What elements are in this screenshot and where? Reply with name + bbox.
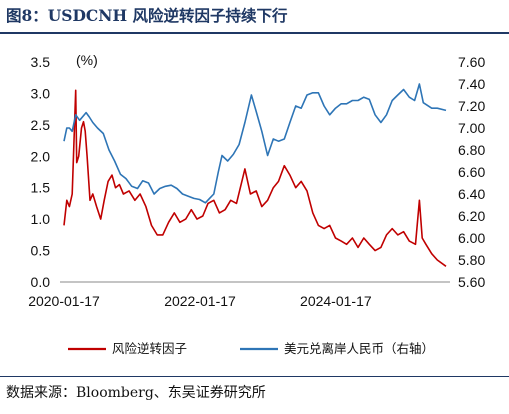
left-axis-unit: (%) xyxy=(76,52,98,68)
left-tick-label: 2.5 xyxy=(31,117,51,133)
left-tick-label: 3.5 xyxy=(31,54,51,70)
right-tick-label: 7.20 xyxy=(458,98,485,114)
left-tick-label: 3.0 xyxy=(31,85,51,101)
right-tick-label: 7.60 xyxy=(458,54,485,70)
right-tick-label: 6.00 xyxy=(458,230,485,246)
legend-label-risk-reversal: 风险逆转因子 xyxy=(112,341,187,356)
legend: 风险逆转因子 美元兑离岸人民币（右轴） xyxy=(68,341,434,356)
right-tick-label: 6.40 xyxy=(458,186,485,202)
right-tick-label: 7.00 xyxy=(458,120,485,136)
legend-label-usdcnh: 美元兑离岸人民币（右轴） xyxy=(284,341,434,356)
right-axis-ticks: 5.60 5.80 6.00 6.20 6.40 6.60 6.80 7.00 7.20 7.40… xyxy=(458,54,485,290)
x-tick-label: 2020-01-17 xyxy=(28,293,100,309)
series-line-risk-reversal xyxy=(63,89,447,267)
x-tick-label: 2022-01-17 xyxy=(164,293,236,309)
right-tick-label: 5.60 xyxy=(458,274,485,290)
x-tick-label: 2024-01-17 xyxy=(300,293,372,309)
chart-title: 图8：USDCNH 风险逆转因子持续下行 xyxy=(6,6,288,25)
x-axis-ticks: 2020-01-17 2022-01-17 2024-01-17 xyxy=(28,293,372,309)
right-tick-label: 6.60 xyxy=(458,164,485,180)
title-divider xyxy=(0,32,509,34)
left-tick-label: 0.5 xyxy=(31,243,51,259)
left-tick-label: 1.5 xyxy=(31,180,51,196)
right-tick-label: 6.80 xyxy=(458,142,485,158)
source-note: 数据来源：Bloomberg、东吴证券研究所 xyxy=(6,385,266,401)
line-chart: (%) 0.0 0.5 1.0 1.5 2.0 2.5 3.0 3.5 5.60 5.80 6.0… xyxy=(28,52,485,356)
left-tick-label: 0.0 xyxy=(31,274,51,290)
series-line-usdcnh xyxy=(63,83,447,204)
right-tick-label: 6.20 xyxy=(458,208,485,224)
right-tick-label: 7.40 xyxy=(458,76,485,92)
series-group xyxy=(63,83,447,267)
left-axis-ticks: 0.0 0.5 1.0 1.5 2.0 2.5 3.0 3.5 xyxy=(31,54,51,290)
right-tick-label: 5.80 xyxy=(458,252,485,268)
left-tick-label: 1.0 xyxy=(31,211,51,227)
source-divider xyxy=(0,376,509,377)
left-tick-label: 2.0 xyxy=(31,148,51,164)
